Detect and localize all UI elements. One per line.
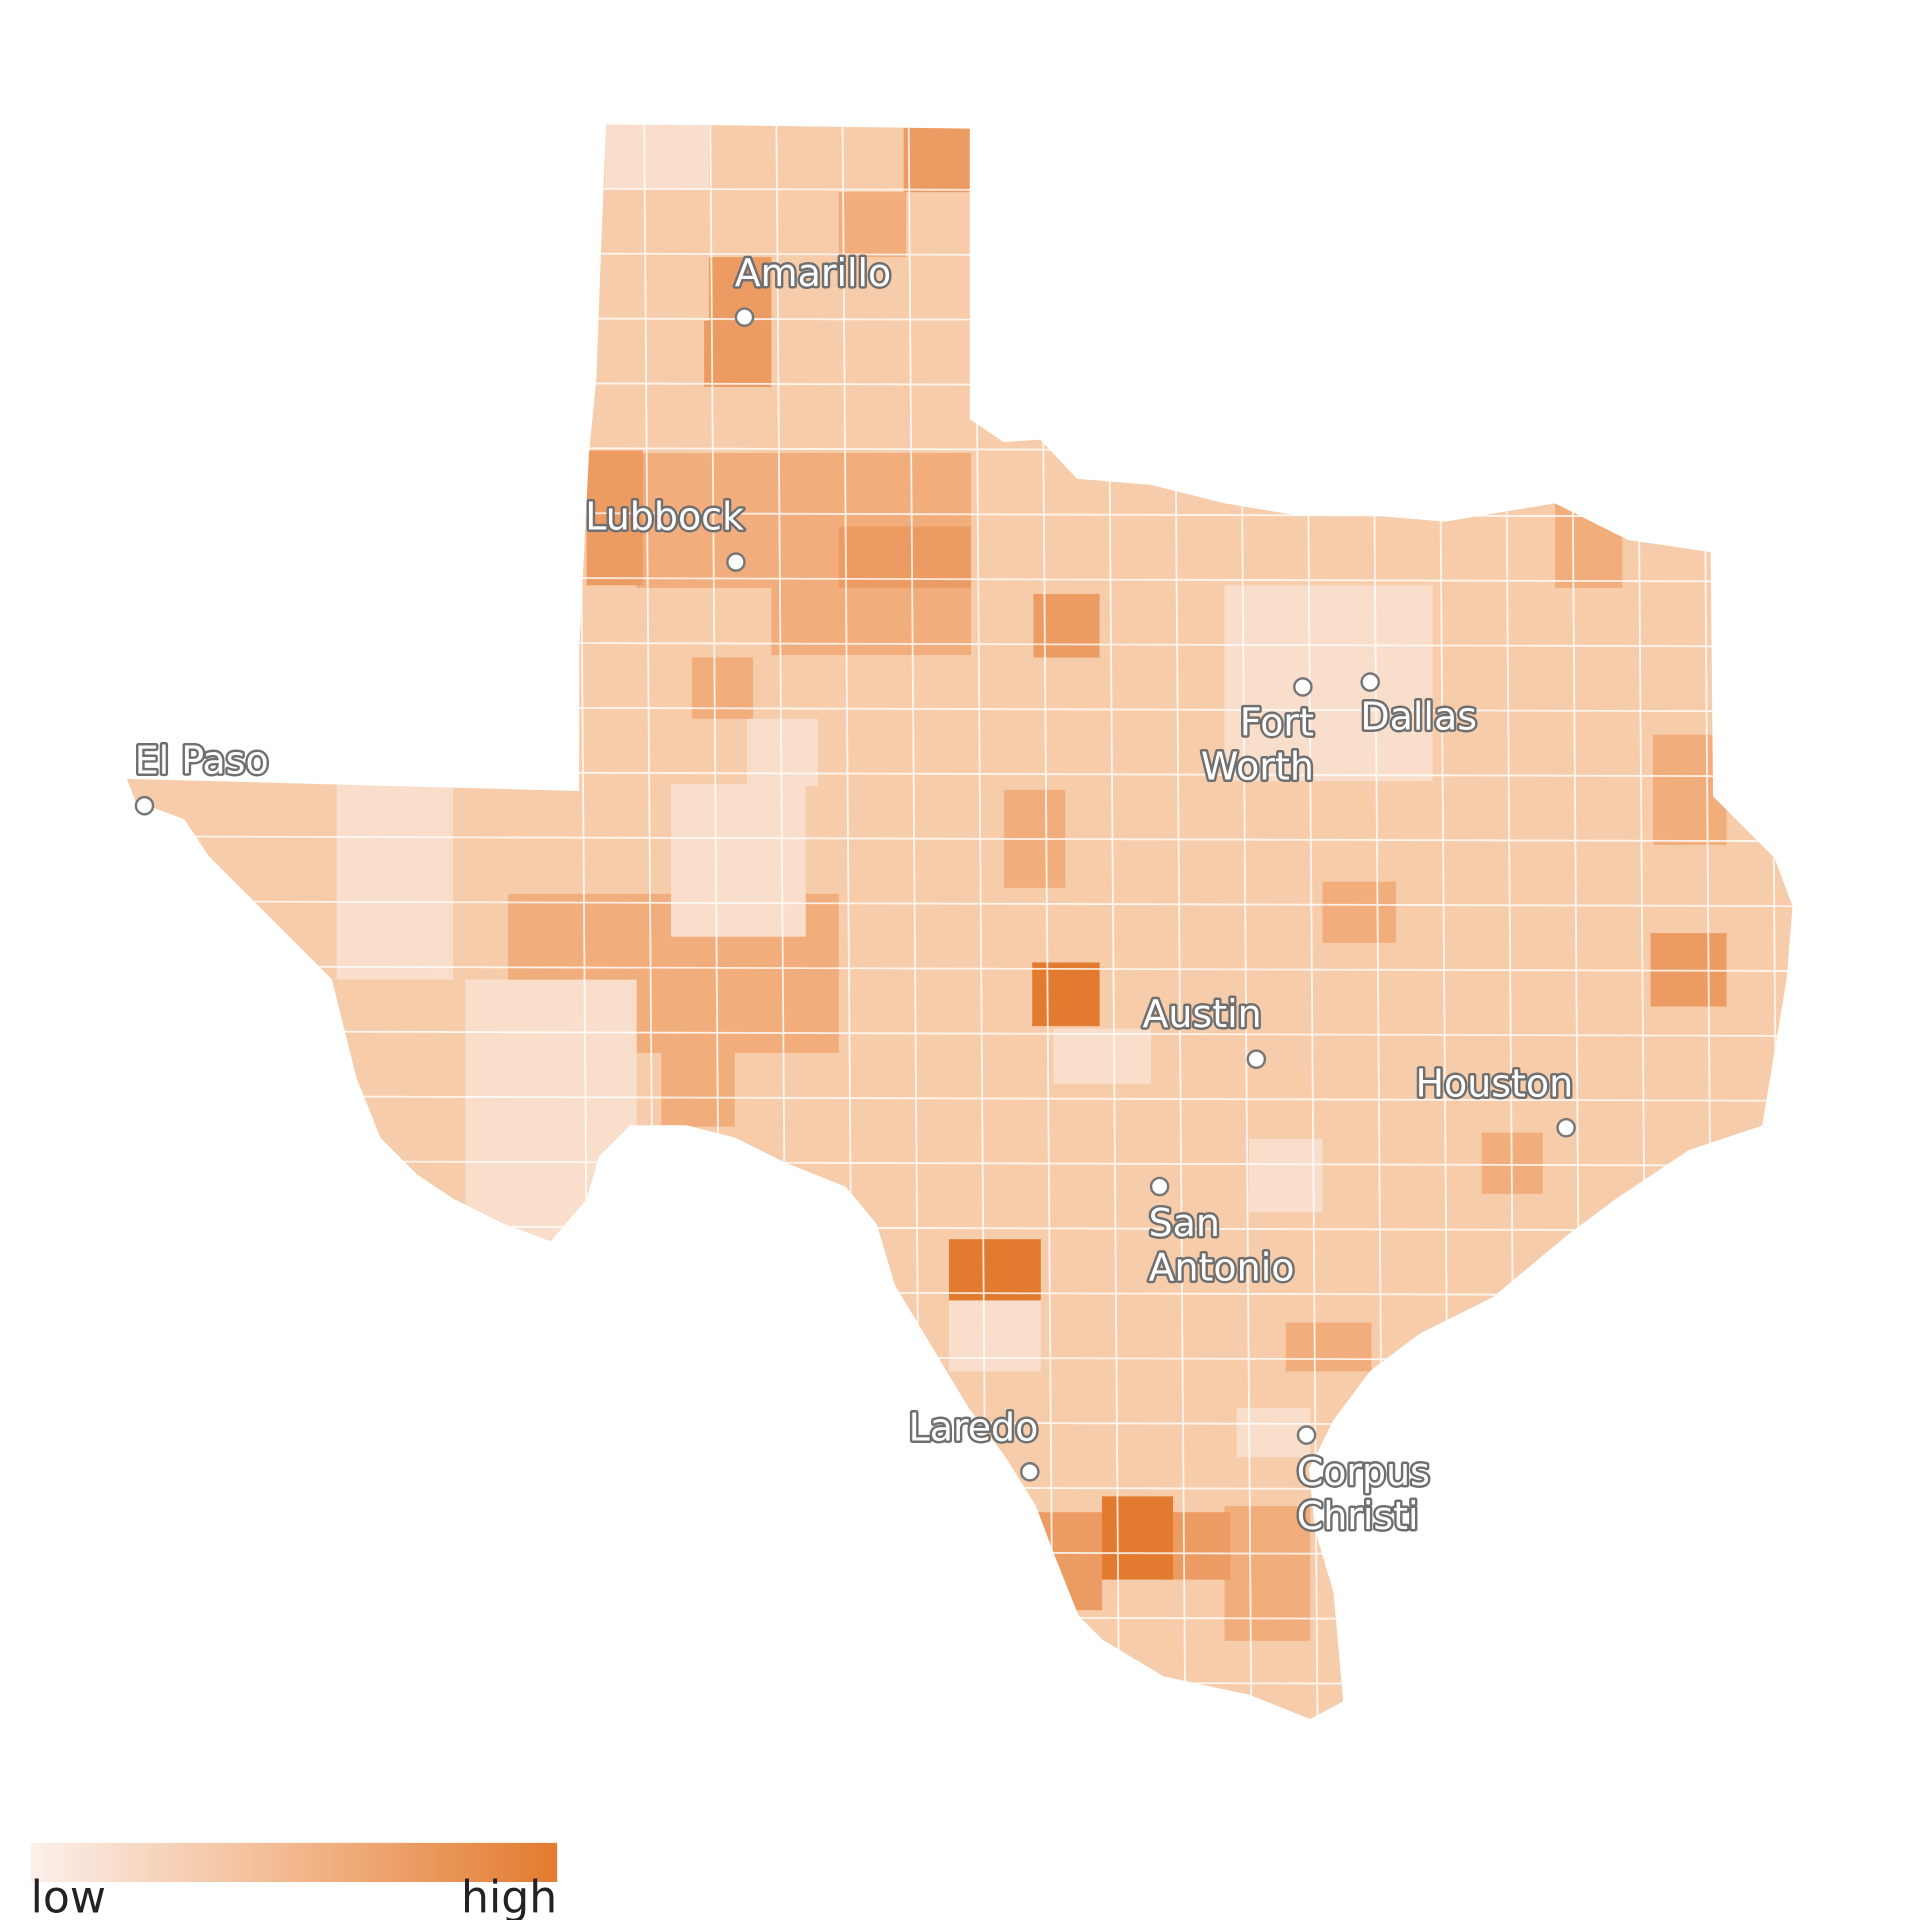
county-border	[124, 1484, 1794, 1492]
city-label: Lubbock	[585, 495, 744, 539]
city-dot	[1293, 677, 1313, 697]
county-border	[124, 1549, 1794, 1557]
city-label: Christi	[1297, 1494, 1419, 1538]
county-border	[124, 835, 1794, 843]
legend-high: high	[461, 1873, 557, 1920]
city-label: Dallas	[1360, 694, 1477, 738]
county-border	[124, 965, 1794, 972]
city-dot	[1246, 1049, 1267, 1069]
city-label: Houston	[1416, 1062, 1574, 1106]
city-dot	[1149, 1176, 1170, 1197]
county-border	[124, 900, 1794, 908]
county-border	[124, 1095, 1794, 1102]
city-label: Amarillo	[735, 251, 892, 295]
city-label: Corpus	[1297, 1450, 1430, 1494]
city-label: Fort	[1240, 700, 1314, 744]
city-label: Laredo	[909, 1406, 1039, 1450]
legend-low: low	[31, 1873, 106, 1920]
city-dot	[726, 552, 746, 572]
city-dot	[734, 307, 755, 327]
legend-bar	[30, 1842, 558, 1883]
city-label: Antonio	[1149, 1245, 1295, 1289]
city-label: Worth	[1201, 744, 1314, 788]
city-dot	[1296, 1425, 1317, 1445]
city-dot	[1360, 672, 1380, 692]
city-dot	[1020, 1462, 1040, 1482]
city-label: San	[1149, 1201, 1220, 1245]
county-border	[124, 1614, 1794, 1621]
city-label: Austin	[1142, 992, 1261, 1036]
county-shade-darkest	[948, 962, 1174, 1580]
county-border	[124, 1679, 1794, 1686]
county-border	[124, 1030, 1794, 1037]
city-label: El Paso	[135, 738, 269, 782]
city-dot	[1556, 1117, 1576, 1138]
city-dot	[134, 795, 155, 816]
